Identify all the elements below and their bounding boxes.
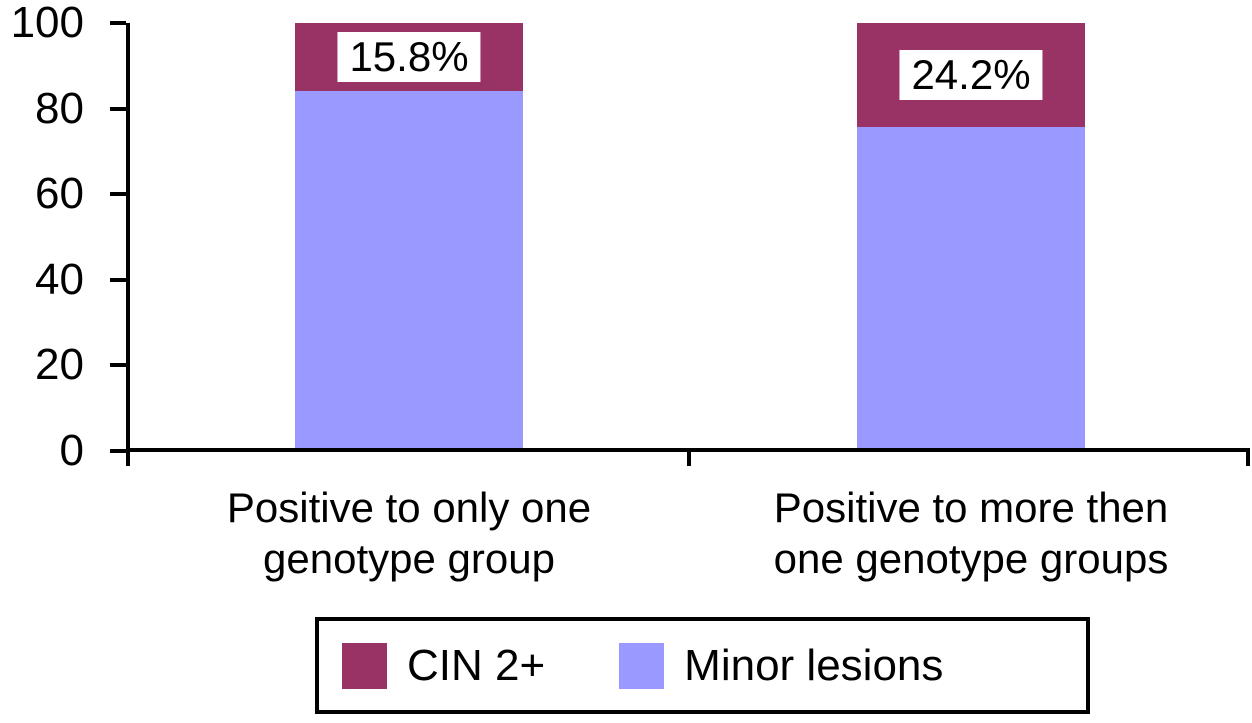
category-label-line: Positive to more then	[773, 484, 1169, 531]
category-label: Positive to more then one genotype groups	[661, 482, 1252, 584]
category-label-line: Positive to only one	[226, 484, 592, 531]
y-axis-tick-label: 20	[35, 340, 84, 390]
legend-item-cin2: CIN 2+	[342, 640, 546, 690]
legend-swatch-minor-lesions	[619, 642, 665, 689]
y-axis-tick-label: 60	[35, 169, 84, 219]
y-axis-tick	[110, 363, 126, 368]
y-axis-tick-label: 40	[35, 254, 84, 304]
legend-item-minor-lesions: Minor lesions	[619, 640, 944, 690]
y-axis-tick	[110, 449, 126, 453]
bar-segment-minor-lesions	[295, 91, 523, 448]
x-axis-tick	[1246, 452, 1250, 466]
legend: CIN 2+ Minor lesions	[315, 617, 1090, 714]
value-label: 24.2%	[899, 50, 1043, 100]
legend-label-minor-lesions: Minor lesions	[684, 640, 944, 690]
y-axis-tick-label: 100	[10, 0, 84, 47]
bar	[295, 23, 523, 448]
category-label-line: one genotype groups	[773, 535, 1169, 582]
x-axis-line	[126, 448, 1250, 452]
y-axis-tick-label: 0	[59, 426, 84, 475]
y-axis-line	[126, 23, 130, 465]
x-axis-tick	[687, 452, 691, 466]
x-axis-tick	[126, 452, 130, 466]
y-axis-tick	[110, 21, 126, 25]
y-axis-tick	[110, 106, 126, 111]
category-label-line: genotype group	[263, 535, 555, 582]
y-axis-tick	[110, 277, 126, 282]
y-axis-tick	[110, 192, 126, 197]
bar-segment-minor-lesions	[857, 127, 1085, 448]
category-label: Positive to only one genotype group	[99, 482, 719, 584]
legend-swatch-cin2	[342, 642, 387, 689]
y-axis-tick-label: 80	[35, 83, 84, 133]
value-label: 15.8%	[337, 32, 481, 82]
legend-label-cin2: CIN 2+	[407, 640, 546, 690]
